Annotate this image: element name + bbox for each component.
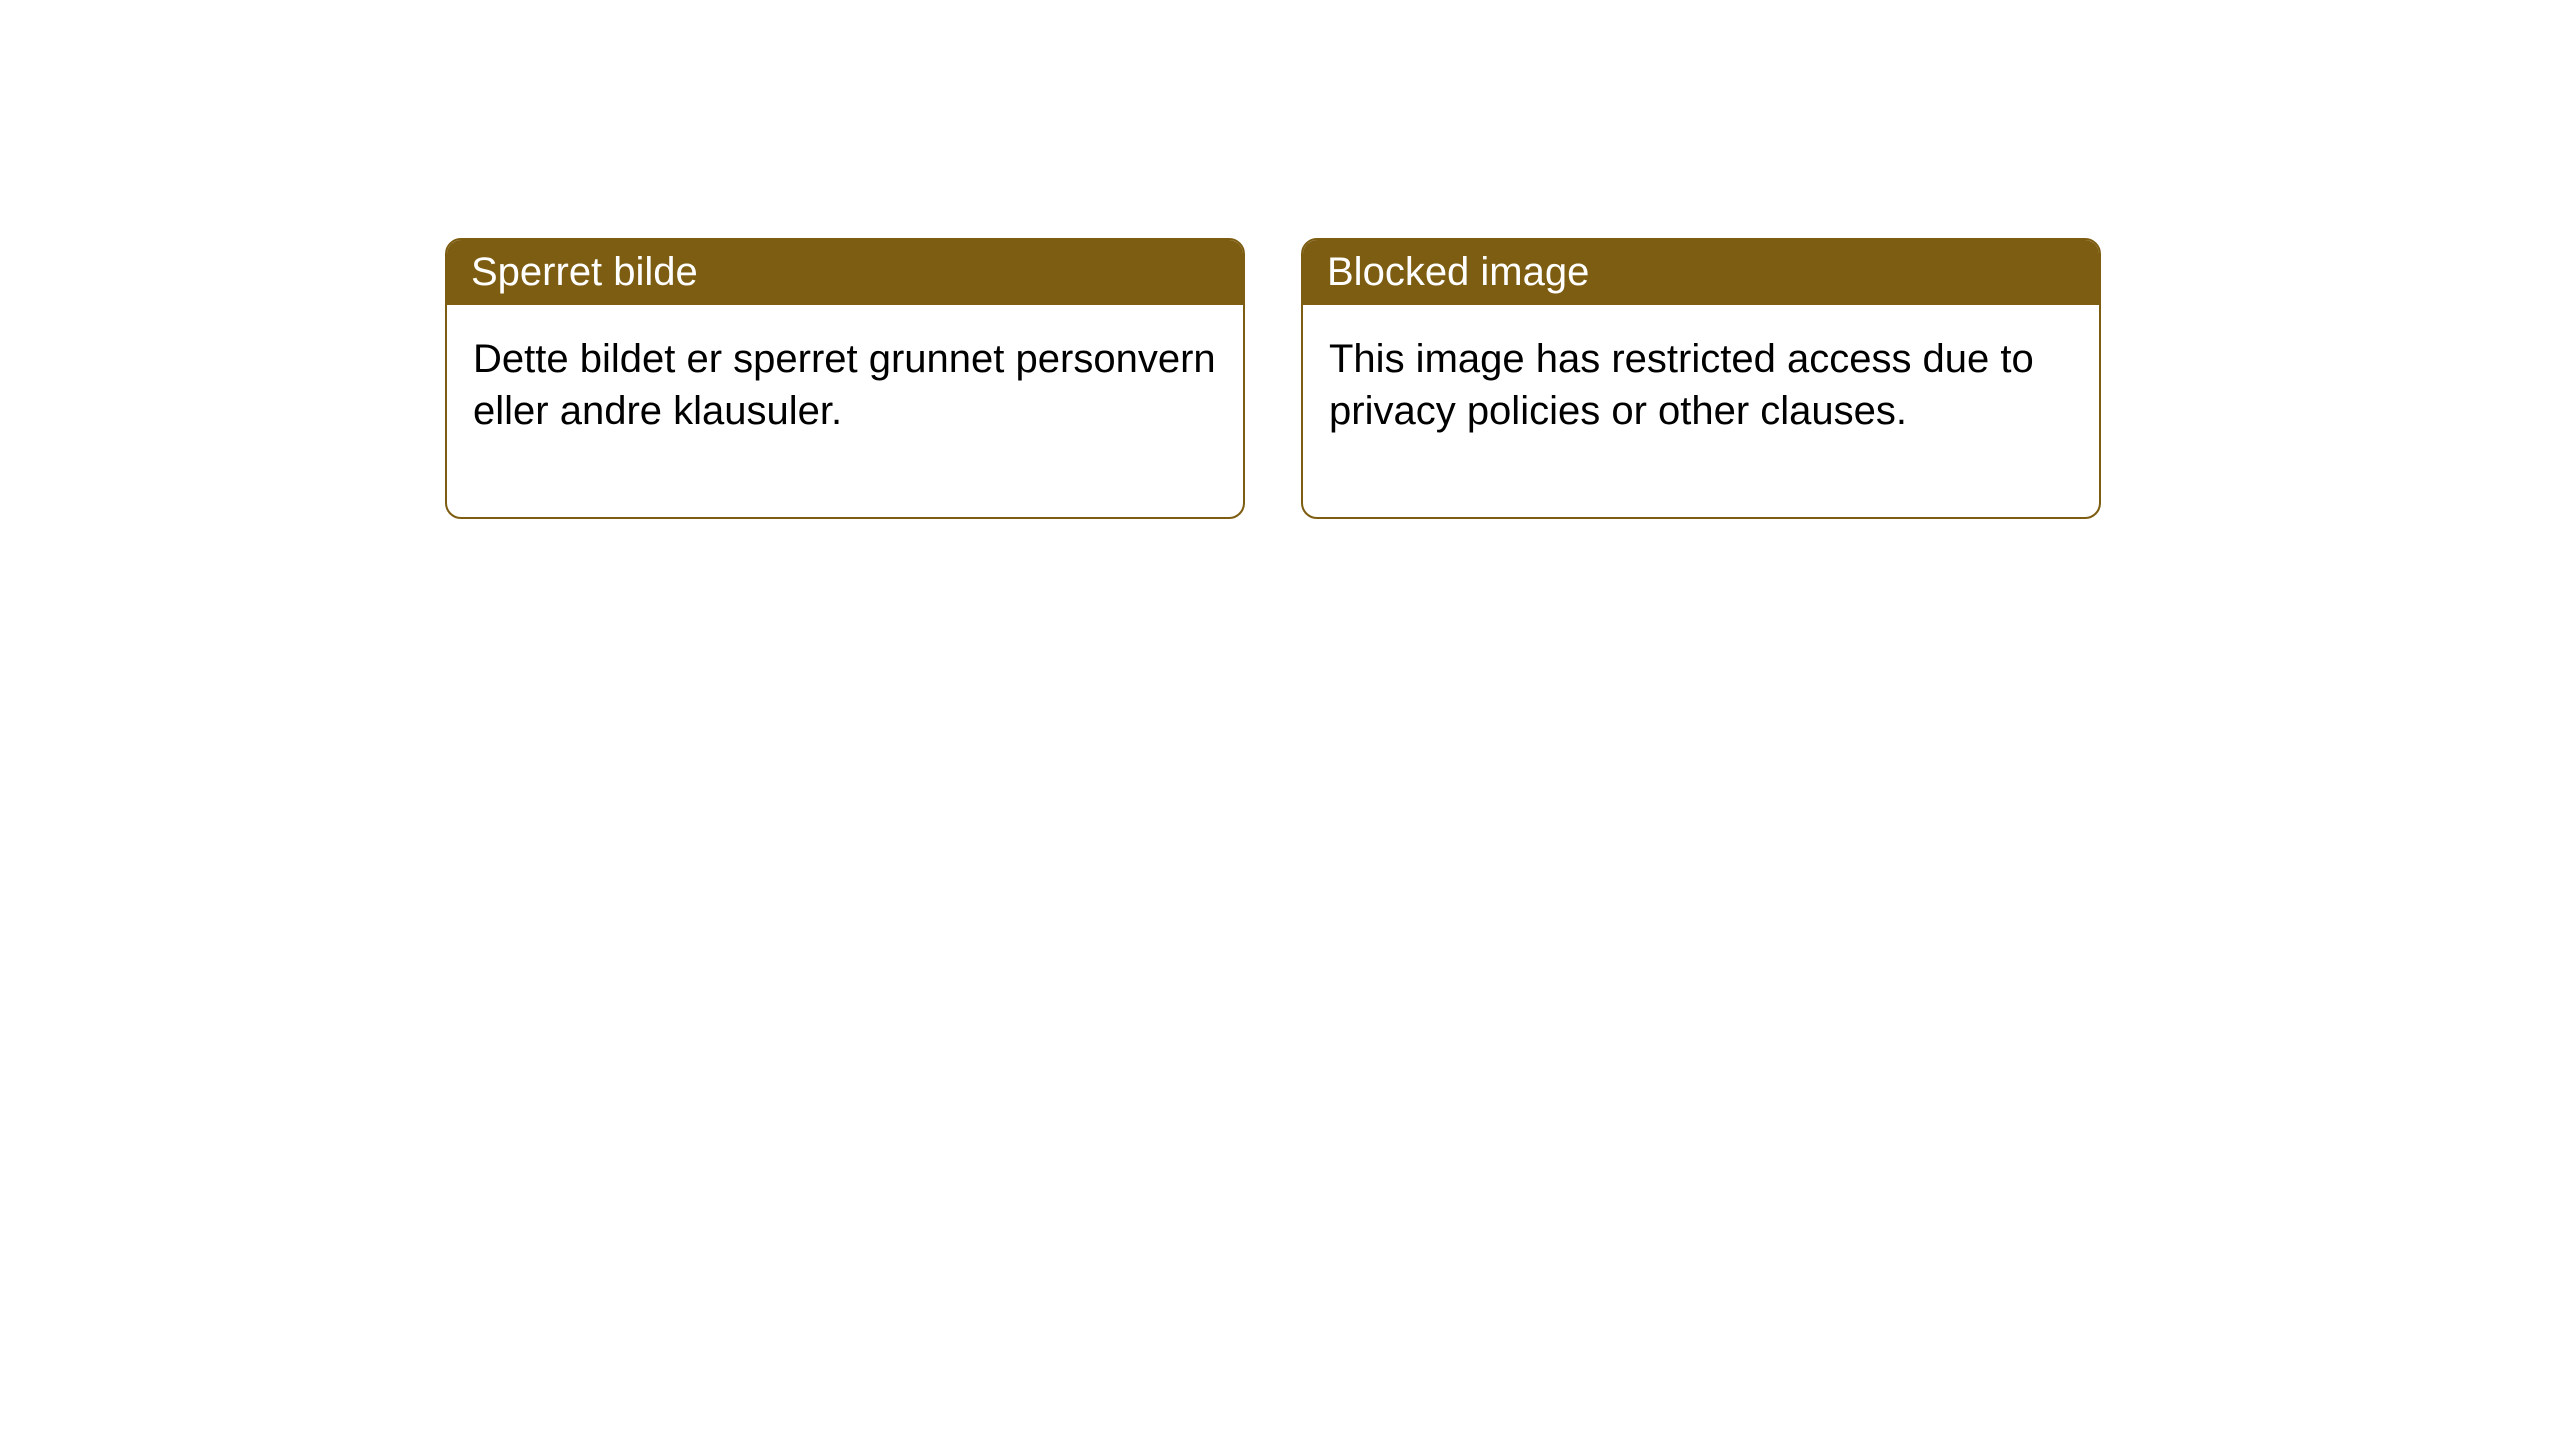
card-title: Blocked image <box>1327 250 1589 294</box>
card-header: Sperret bilde <box>447 240 1243 305</box>
notice-card-english: Blocked image This image has restricted … <box>1301 238 2101 519</box>
card-body-text: Dette bildet er sperret grunnet personve… <box>473 337 1216 433</box>
card-header: Blocked image <box>1303 240 2099 305</box>
card-title: Sperret bilde <box>471 250 698 294</box>
card-body: This image has restricted access due to … <box>1303 305 2099 517</box>
notice-container: Sperret bilde Dette bildet er sperret gr… <box>445 238 2101 519</box>
card-body: Dette bildet er sperret grunnet personve… <box>447 305 1243 517</box>
card-body-text: This image has restricted access due to … <box>1329 337 2034 433</box>
notice-card-norwegian: Sperret bilde Dette bildet er sperret gr… <box>445 238 1245 519</box>
